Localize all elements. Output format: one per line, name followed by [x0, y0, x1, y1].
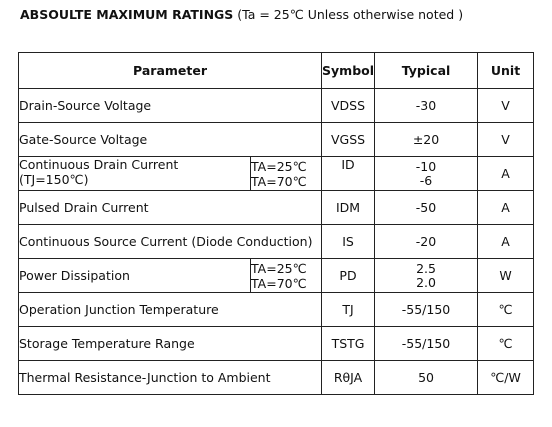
parameter-cell: Drain-Source Voltage	[17, 88, 323, 123]
typical-cell: -55/150	[374, 326, 479, 361]
table-header-row: Parameter Symbol Typical Unit	[17, 52, 535, 89]
header-symbol: Symbol	[321, 52, 376, 89]
table-row: Gate-Source Voltage VGSS ±20 V	[17, 122, 535, 157]
symbol-cell: TSTG	[321, 326, 376, 361]
condition-line: TA=70℃	[251, 173, 307, 189]
parameter-cell: Storage Temperature Range	[17, 326, 323, 361]
parameter-cell: Continuous Source Current (Diode Conduct…	[17, 224, 323, 259]
header-typical: Typical	[374, 52, 479, 89]
typical-line: -10	[415, 158, 437, 174]
table-row: Continuous Drain Current (TJ=150℃) TA=25…	[18, 156, 535, 191]
unit-cell: ℃	[477, 292, 535, 327]
parameter-line: Continuous Drain Current	[19, 157, 179, 172]
header-unit: Unit	[477, 52, 535, 89]
symbol-cell: IDM	[321, 190, 376, 225]
typical-cell: -20	[374, 224, 479, 259]
parameter-cell: Thermal Resistance-Junction to Ambient	[17, 360, 323, 395]
condition-line: TA=70℃	[251, 275, 307, 291]
table-row: Pulsed Drain Current IDM -50 A	[17, 190, 535, 225]
heading-title: ABSOULTE MAXIMUM RATINGS	[20, 7, 234, 22]
unit-cell: V	[477, 122, 535, 157]
typical-cell: 2.5 2.0	[374, 258, 479, 293]
unit-cell: A	[477, 156, 535, 191]
table-row: Storage Temperature Range TSTG -55/150 ℃	[17, 326, 535, 361]
heading-note: (Ta = 25℃ Unless otherwise noted )	[233, 7, 464, 22]
unit-cell: ℃	[477, 326, 535, 361]
parameter-cell: Pulsed Drain Current	[17, 190, 323, 225]
unit-cell: W	[477, 258, 535, 293]
unit-cell: A	[477, 190, 535, 225]
typical-cell: -50	[374, 190, 479, 225]
typical-cell: -30	[374, 88, 479, 123]
typical-cell: -10 -6	[374, 156, 479, 191]
header-parameter: Parameter	[17, 52, 323, 89]
table-row: Thermal Resistance-Junction to Ambient R…	[17, 360, 535, 395]
symbol-cell: TJ	[321, 292, 376, 327]
condition-line: TA=25℃	[251, 260, 307, 276]
symbol-cell: PD	[321, 258, 376, 293]
unit-cell: ℃/W	[477, 360, 535, 395]
typical-cell: 50	[374, 360, 479, 395]
table-row: Continuous Source Current (Diode Conduct…	[17, 224, 535, 259]
condition-line: TA=25℃	[251, 158, 307, 174]
typical-cell: ±20	[374, 122, 479, 157]
absolute-maximum-ratings-table: Parameter Symbol Typical Unit Drain-Sour…	[17, 52, 535, 395]
symbol-cell: VGSS	[321, 122, 376, 157]
table-row: Power Dissipation TA=25℃ TA=70℃ PD 2.5 2…	[18, 258, 535, 293]
table-row: Drain-Source Voltage VDSS -30 V	[17, 88, 535, 123]
symbol-cell: VDSS	[321, 88, 376, 123]
unit-cell: A	[477, 224, 535, 259]
condition-cell: TA=25℃ TA=70℃	[249, 258, 323, 293]
typical-line: 2.5	[416, 260, 436, 276]
typical-line: -6	[419, 172, 433, 188]
parameter-cell: Gate-Source Voltage	[17, 122, 323, 157]
parameter-cell: Operation Junction Temperature	[17, 292, 323, 327]
parameter-cell: Continuous Drain Current (TJ=150℃)	[18, 156, 251, 191]
unit-cell: V	[477, 88, 535, 123]
parameter-line: (TJ=150℃)	[19, 172, 89, 187]
parameter-cell: Power Dissipation	[18, 258, 251, 293]
typical-line: 2.0	[416, 274, 436, 290]
ratings-heading: ABSOULTE MAXIMUM RATINGS (Ta = 25℃ Unles…	[20, 7, 463, 22]
table-row: Operation Junction Temperature TJ -55/15…	[17, 292, 535, 327]
symbol-cell: RθJA	[321, 360, 376, 395]
symbol-cell: ID	[321, 156, 376, 191]
typical-cell: -55/150	[374, 292, 479, 327]
condition-cell: TA=25℃ TA=70℃	[249, 156, 323, 191]
symbol-cell: IS	[321, 224, 376, 259]
